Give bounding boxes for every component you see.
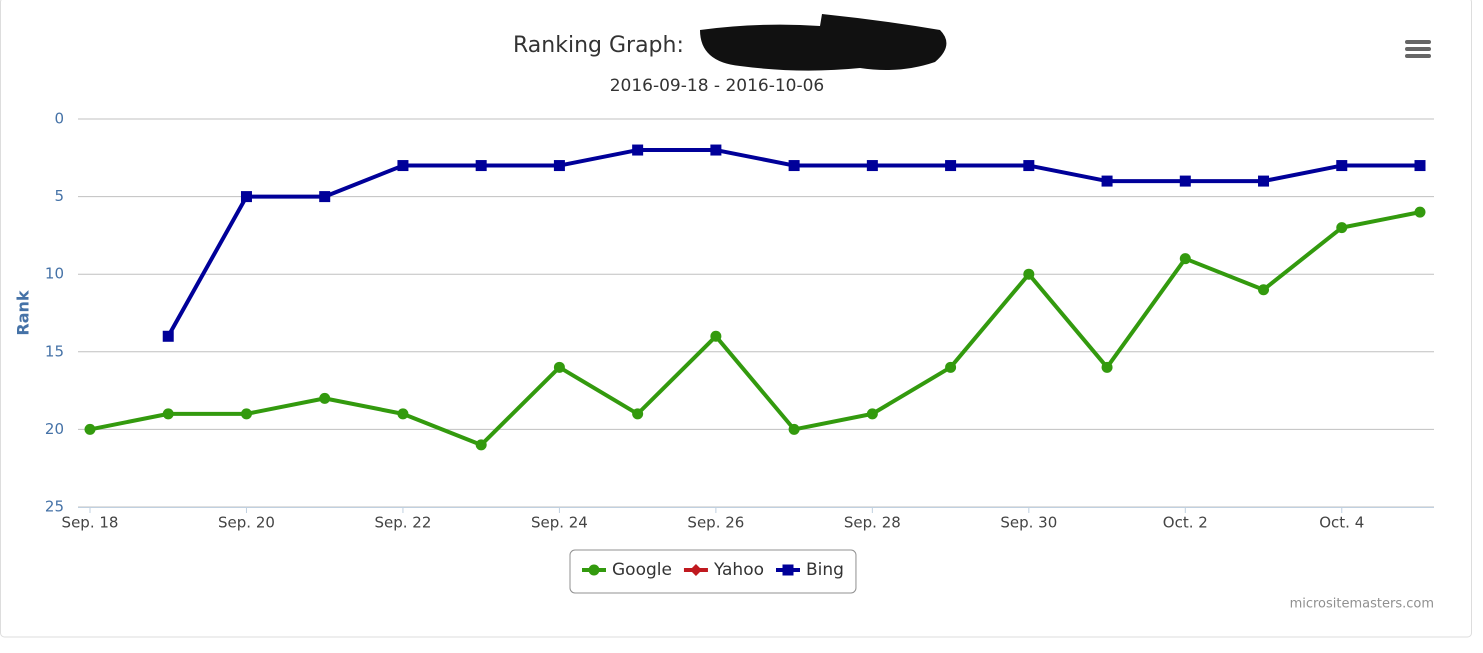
legend-item[interactable]: Yahoo xyxy=(683,560,764,580)
point xyxy=(788,423,800,435)
point xyxy=(866,408,878,420)
point xyxy=(475,160,487,172)
y-tick-label: 10 xyxy=(45,265,64,283)
x-tick-label: Sep. 24 xyxy=(531,514,588,532)
x-tick-label: Oct. 4 xyxy=(1319,514,1364,532)
point xyxy=(1258,175,1270,187)
point xyxy=(1414,160,1426,172)
x-tick-label: Sep. 30 xyxy=(1000,514,1057,532)
point xyxy=(866,160,878,172)
x-tick-label: Sep. 26 xyxy=(687,514,744,532)
legend-box xyxy=(569,549,857,594)
point xyxy=(397,408,409,420)
legend-item[interactable]: Google xyxy=(582,560,672,580)
legend-item[interactable]: Bing xyxy=(776,560,844,580)
point xyxy=(240,191,252,203)
point xyxy=(710,330,722,342)
y-tick-label: 20 xyxy=(45,420,64,438)
point xyxy=(1101,175,1113,187)
legend: Google Yahoo Bing xyxy=(569,549,857,594)
chart-title: Ranking Graph: xyxy=(513,33,684,58)
y-tick-label: 5 xyxy=(54,187,64,205)
point xyxy=(1336,160,1348,172)
y-tick-label: 25 xyxy=(45,498,64,516)
menu-icon[interactable] xyxy=(1405,40,1431,58)
x-tick-label: Sep. 28 xyxy=(844,514,901,532)
point xyxy=(1023,268,1035,280)
point xyxy=(1179,175,1191,187)
point xyxy=(1023,160,1035,172)
point xyxy=(1101,361,1113,373)
point xyxy=(1336,222,1348,234)
point xyxy=(1179,253,1191,265)
point xyxy=(162,408,174,420)
legend-label: Bing xyxy=(806,560,844,580)
point xyxy=(319,191,331,203)
y-axis-title: Rank xyxy=(14,290,33,336)
x-tick-label: Sep. 20 xyxy=(218,514,275,532)
y-tick-label: 15 xyxy=(45,342,64,360)
x-tick-label: Sep. 22 xyxy=(374,514,431,532)
point xyxy=(1414,206,1426,218)
point xyxy=(788,160,800,172)
point xyxy=(632,408,644,420)
point xyxy=(945,160,957,172)
point xyxy=(553,160,565,172)
point xyxy=(162,330,174,342)
point xyxy=(945,361,957,373)
legend-label: Yahoo xyxy=(713,560,764,580)
legend-marker xyxy=(689,564,702,576)
series-line xyxy=(89,210,1421,447)
point xyxy=(240,408,252,420)
point xyxy=(632,144,644,156)
point xyxy=(475,439,487,451)
point xyxy=(319,392,331,404)
y-tick-label: 0 xyxy=(54,110,64,128)
legend-label: Google xyxy=(612,560,672,580)
x-tick-label: Oct. 2 xyxy=(1163,514,1208,532)
legend-marker xyxy=(782,564,794,576)
credits: micrositemasters.com xyxy=(1290,597,1434,612)
card xyxy=(0,0,1472,638)
point xyxy=(710,144,722,156)
chart-subtitle: 2016-09-18 - 2016-10-06 xyxy=(610,76,825,96)
legend-marker xyxy=(588,564,600,576)
point xyxy=(84,423,96,435)
x-tick-label: Sep. 18 xyxy=(62,514,119,532)
point xyxy=(397,160,409,172)
point xyxy=(1258,284,1270,296)
redaction xyxy=(700,14,947,71)
point xyxy=(553,361,565,373)
